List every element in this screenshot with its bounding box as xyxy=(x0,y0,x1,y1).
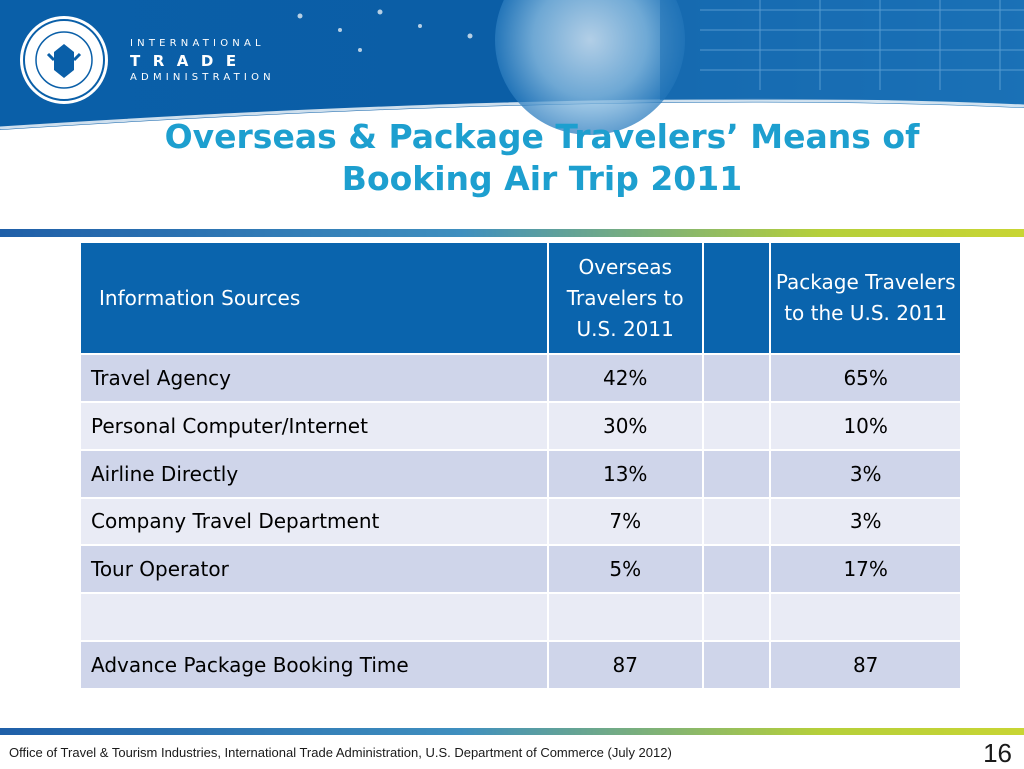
org-line-2: TRADE xyxy=(130,52,249,70)
blank-cell xyxy=(701,592,772,643)
overseas-value: 5% xyxy=(546,544,704,595)
table-row: Advance Package Booking Time 87 87 xyxy=(79,640,962,690)
overseas-value: 7% xyxy=(546,496,704,547)
blank-cell xyxy=(701,496,772,547)
ita-wordmark: INTERNATIONAL TRADE ADMINISTRATION xyxy=(130,38,275,84)
package-value: 10% xyxy=(769,400,962,451)
table-row: Company Travel Department 7% 3% xyxy=(79,496,962,547)
row-label: Travel Agency xyxy=(79,353,549,403)
row-label: Company Travel Department xyxy=(79,496,549,547)
org-line-1: INTERNATIONAL xyxy=(130,38,265,49)
header-banner: INTERNATIONAL TRADE ADMINISTRATION xyxy=(0,0,1024,140)
banner-background xyxy=(0,0,1024,135)
table-row: Airline Directly 13% 3% xyxy=(79,448,962,499)
overseas-value: 30% xyxy=(546,400,704,451)
page-number: 16 xyxy=(983,738,1012,768)
table-row: Tour Operator 5% 17% xyxy=(79,544,962,595)
package-value: 3% xyxy=(769,448,962,499)
row-label: Advance Package Booking Time xyxy=(79,640,549,690)
overseas-value: 42% xyxy=(546,353,704,403)
slide-title-line-1: Overseas & Package Travelers’ Means of xyxy=(164,117,920,156)
row-label xyxy=(79,592,549,643)
table-header-row: Information Sources Overseas Travelers t… xyxy=(79,241,962,355)
table-row: Travel Agency 42% 65% xyxy=(79,353,962,403)
blank-cell xyxy=(701,353,772,403)
package-value: 3% xyxy=(769,496,962,547)
table-row xyxy=(79,592,962,643)
blank-cell xyxy=(701,400,772,451)
bottom-divider xyxy=(0,728,1024,735)
org-line-3: ADMINISTRATION xyxy=(130,72,275,83)
package-value: 65% xyxy=(769,353,962,403)
blank-cell xyxy=(701,448,772,499)
overseas-value xyxy=(546,592,704,643)
header-information-sources: Information Sources xyxy=(79,241,549,355)
row-label: Tour Operator xyxy=(79,544,549,595)
row-label: Airline Directly xyxy=(79,448,549,499)
row-label: Personal Computer/Internet xyxy=(79,400,549,451)
header-blank xyxy=(701,241,772,355)
blank-cell xyxy=(701,640,772,690)
package-value: 87 xyxy=(769,640,962,690)
slide-title-line-2: Booking Air Trip 2011 xyxy=(341,159,743,198)
blank-cell xyxy=(701,544,772,595)
booking-means-table: Information Sources Overseas Travelers t… xyxy=(79,241,962,690)
header-package-travelers: Package Travelers to the U.S. 2011 xyxy=(769,241,962,355)
department-of-commerce-seal-icon xyxy=(20,16,108,104)
package-value: 17% xyxy=(769,544,962,595)
footer-source: Office of Travel & Tourism Industries, I… xyxy=(9,745,672,760)
table-row: Personal Computer/Internet 30% 10% xyxy=(79,400,962,451)
overseas-value: 87 xyxy=(546,640,704,690)
overseas-value: 13% xyxy=(546,448,704,499)
slide-title: Overseas & Package Travelers’ Means of B… xyxy=(0,116,1024,200)
package-value xyxy=(769,592,962,643)
header-overseas-travelers: Overseas Travelers to U.S. 2011 xyxy=(546,241,704,355)
top-divider xyxy=(0,229,1024,237)
